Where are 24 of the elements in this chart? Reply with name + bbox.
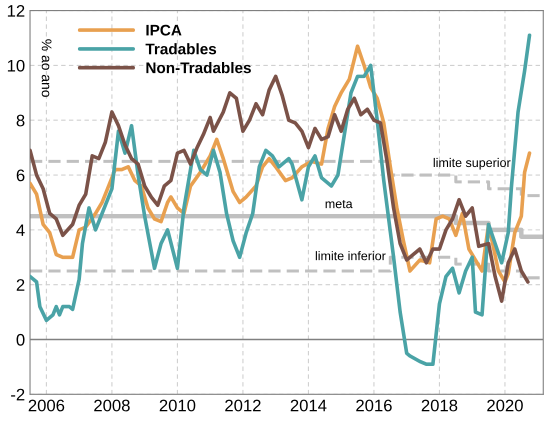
y-axis-title: % ao ano [42,39,52,97]
y-tick-label: 12 [8,5,24,17]
line-series [30,74,530,303]
y-tick-label: 2 [16,279,24,291]
y-tick-label: 6 [16,169,24,182]
y-tick-label: 4 [16,224,25,236]
y-tick-label: 8 [16,114,24,126]
series-label: meta [326,200,353,208]
series-label: limite superior [434,158,510,170]
x-tick-label: 2010 [160,400,196,412]
x-tick-label: 2020 [487,400,523,412]
y-tick-label: -2 [11,388,24,400]
legend-label: Non-Tradables [146,62,251,74]
series-label: limite inferior [316,251,386,260]
legend-label: IPCA [146,24,182,36]
y-tick-label: 10 [8,60,25,72]
x-tick-label: 2018 [422,400,458,412]
x-tick-label: 2014 [290,400,326,412]
y-tick-label: 0 [16,334,25,346]
x-tick-label: 2012 [225,400,261,412]
x-tick-label: 2016 [356,400,392,412]
x-tick-label: 2006 [28,400,64,412]
x-tick-label: 2008 [94,400,130,412]
legend-label: Tradables [146,43,216,54]
